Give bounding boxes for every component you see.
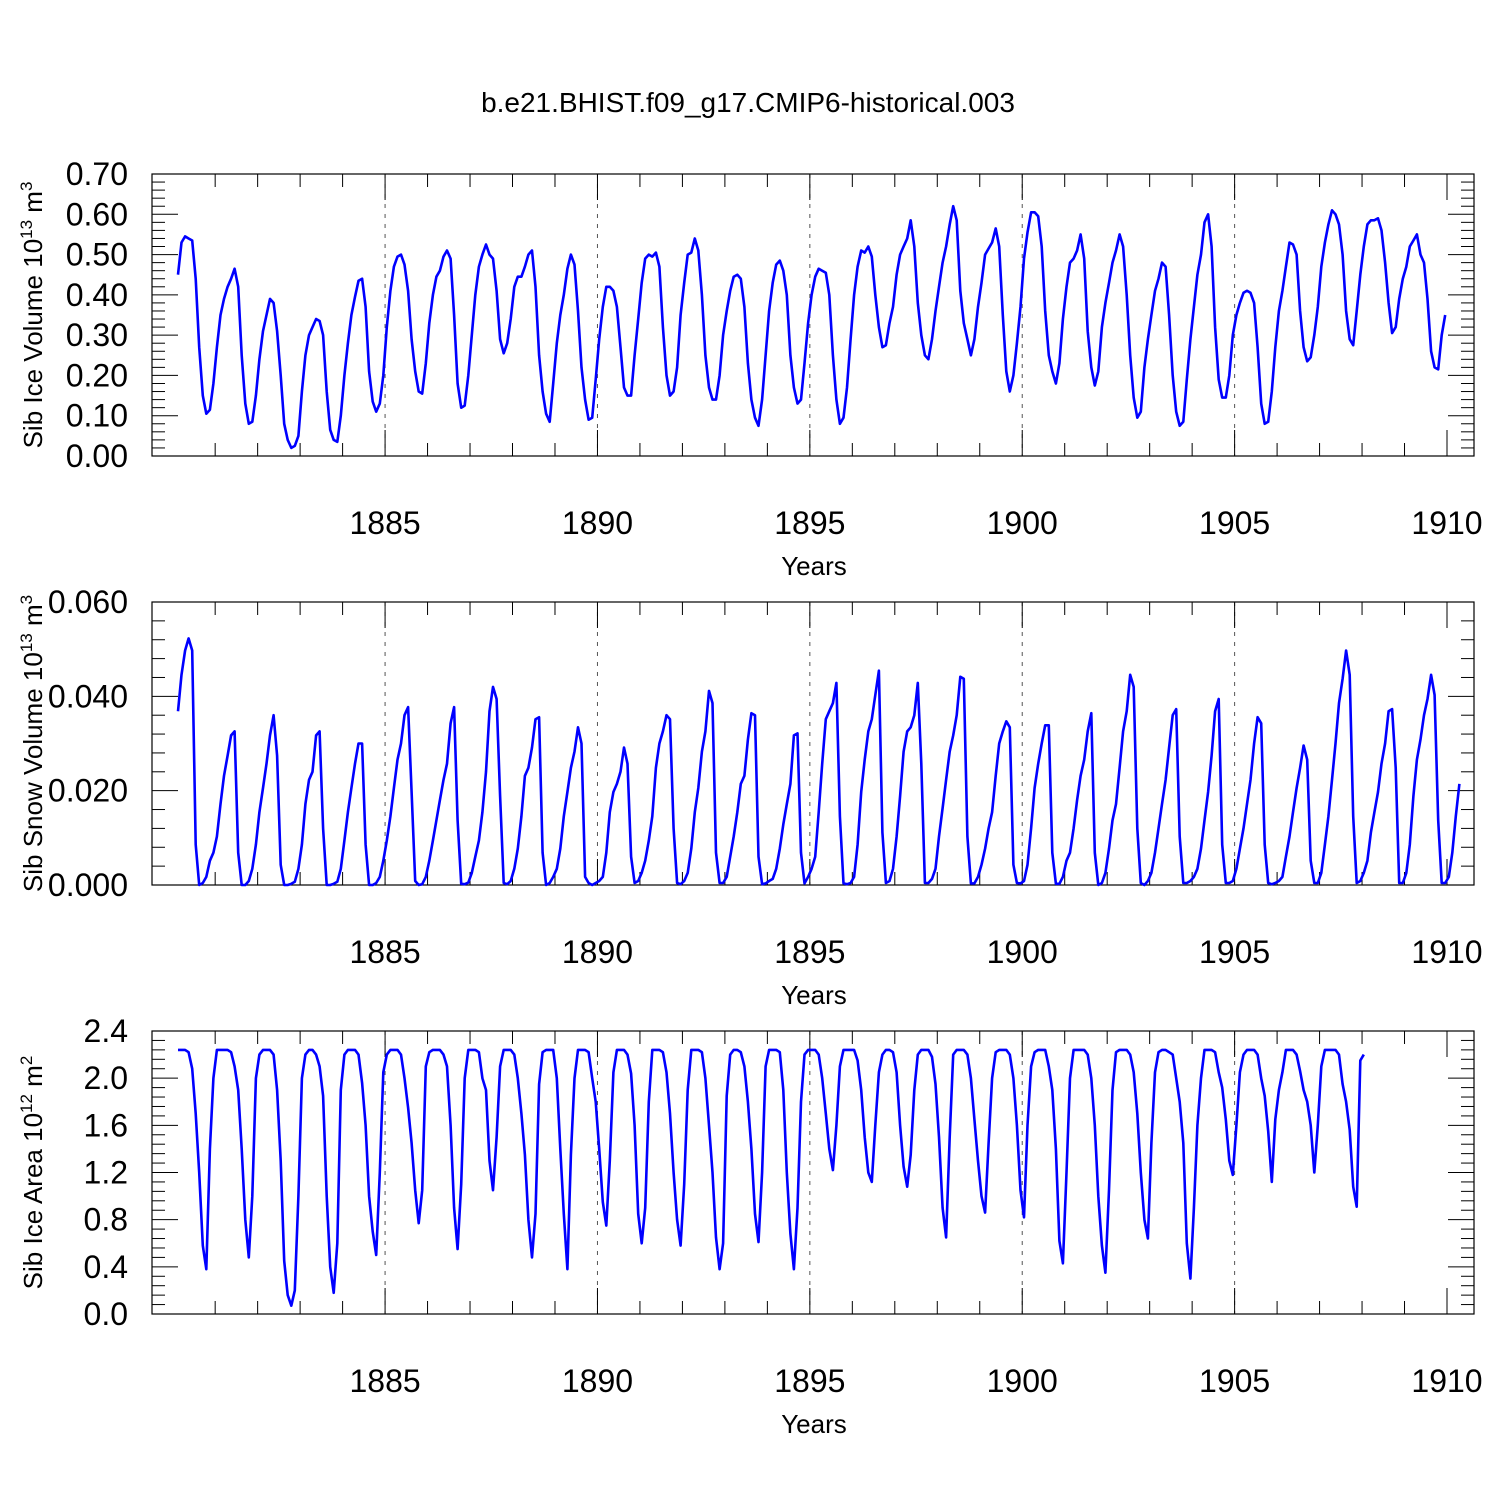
x-tick-label: 1895 (774, 505, 845, 541)
x-tick-label: 1900 (987, 505, 1058, 541)
x-tick-label: 1895 (774, 1363, 845, 1399)
y-axis-title-exponent: 13 (17, 633, 36, 652)
y-axis-title-unit: m (18, 1065, 48, 1094)
x-tick-label: 1910 (1411, 934, 1482, 970)
plot-frame (151, 1030, 1475, 1315)
y-tick-label: 0.000 (48, 867, 128, 903)
x-tick-label: 1905 (1199, 505, 1270, 541)
y-axis-title: Sib Snow Volume 1013 m3 (17, 595, 48, 892)
y-tick-label: 0.00 (66, 438, 128, 474)
panel-snow-volume: 1885 1890 1895 1900 1905 1910 Years 0.000 0.020 0… (17, 584, 1483, 1010)
y-axis-title-text: Sib Ice Volume 10 (18, 239, 48, 449)
y-tick-label: 0.50 (66, 237, 128, 273)
y-tick-label: 0.40 (66, 277, 128, 313)
x-tick-label: 1905 (1199, 1363, 1270, 1399)
y-axis-title-unit-exponent: 3 (17, 595, 36, 604)
x-axis-title: Years (781, 551, 847, 581)
y-tick-label: 0.10 (66, 398, 128, 434)
x-tick-label: 1905 (1199, 934, 1270, 970)
y-tick-label: 2.4 (84, 1013, 128, 1049)
x-tick-label: 1910 (1411, 1363, 1482, 1399)
series-line (176, 637, 1461, 887)
x-tick-label: 1900 (987, 934, 1058, 970)
series-line (178, 1048, 1365, 1307)
x-tick-label: 1890 (562, 934, 633, 970)
x-tick-label: 1885 (349, 934, 420, 970)
y-tick-label: 0.020 (48, 773, 128, 809)
y-tick-label: 0.30 (66, 317, 128, 353)
y-tick-label: 0.60 (66, 196, 128, 232)
plot-frame (151, 173, 1475, 457)
y-tick-label: 0.4 (84, 1249, 128, 1285)
figure-title: b.e21.BHIST.f09_g17.CMIP6-historical.003 (481, 87, 1015, 118)
x-tick-label: 1890 (562, 1363, 633, 1399)
y-axis-title-unit-exponent: 2 (17, 1056, 36, 1065)
panel-ice-area: 1885 1890 1895 1900 1905 1910 Years 0.0 0.4 0.8 1.… (17, 1013, 1483, 1439)
y-tick-label: 1.6 (84, 1107, 128, 1143)
y-tick-label: 1.2 (84, 1155, 128, 1191)
y-axis-title-exponent: 13 (17, 220, 36, 239)
x-axis-title: Years (781, 1409, 847, 1439)
x-tick-label: 1895 (774, 934, 845, 970)
x-tick-label: 1885 (349, 505, 420, 541)
x-axis-title: Years (781, 980, 847, 1010)
y-tick-label: 0.70 (66, 156, 128, 192)
x-tick-label: 1900 (987, 1363, 1058, 1399)
y-tick-label: 0.060 (48, 584, 128, 620)
y-tick-label: 2.0 (84, 1060, 128, 1096)
x-tick-label: 1890 (562, 505, 633, 541)
panel-ice-volume: 1885 1890 1895 1900 1905 1910 Years 0.00 0.10 0.2… (17, 156, 1483, 581)
x-tick-label: 1910 (1411, 505, 1482, 541)
series-line (176, 204, 1447, 450)
y-axis-title-text: Sib Ice Area 10 (18, 1113, 48, 1289)
y-axis-title: Sib Ice Volume 1013 m3 (17, 182, 48, 449)
x-tick-label: 1885 (349, 1363, 420, 1399)
plot-frame (151, 601, 1475, 886)
y-tick-label: 0.0 (84, 1296, 128, 1332)
y-axis-title-exponent: 12 (17, 1094, 36, 1113)
y-tick-label: 0.8 (84, 1202, 128, 1238)
y-tick-label: 0.040 (48, 678, 128, 714)
y-tick-label: 0.20 (66, 357, 128, 393)
y-axis-title-unit: m (18, 191, 48, 220)
y-axis-title: Sib Ice Area 1012 m2 (17, 1056, 48, 1290)
y-axis-title-text: Sib Snow Volume 10 (18, 652, 48, 892)
y-axis-title-unit-exponent: 3 (17, 182, 36, 191)
y-axis-title-unit: m (18, 604, 48, 633)
